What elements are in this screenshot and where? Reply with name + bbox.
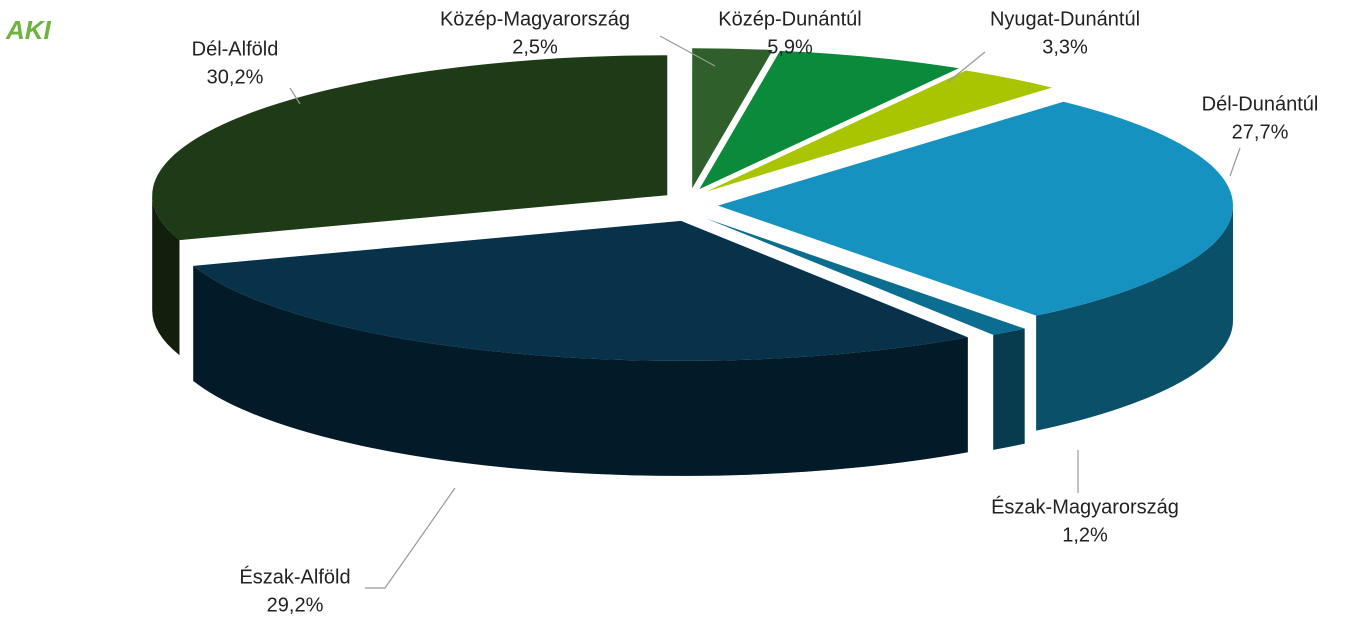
slice <box>692 48 773 189</box>
value-label: 2,5% <box>512 36 558 58</box>
value-label: 5,9% <box>767 36 813 58</box>
slice-side <box>193 265 968 476</box>
category-label: Dél-Dunántúl <box>1202 93 1319 115</box>
category-label: Észak-Alföld <box>239 565 350 588</box>
category-label: Észak-Magyarország <box>991 495 1179 518</box>
slice-side-shade <box>1036 205 1233 431</box>
leader-line <box>289 87 301 105</box>
logo: AKI <box>5 15 52 45</box>
category-label: Dél-Alföld <box>192 38 279 60</box>
slice <box>152 55 668 241</box>
category-label: Közép-Magyarország <box>440 8 630 30</box>
category-label: Nyugat-Dunántúl <box>990 8 1140 30</box>
category-label: Közép-Dunántúl <box>718 8 861 30</box>
leader-line <box>947 51 986 83</box>
slice <box>699 50 959 190</box>
slice <box>706 70 1052 192</box>
slice <box>717 101 1233 316</box>
slice-side <box>993 328 1025 450</box>
leader-line <box>365 487 456 589</box>
value-label: 29,2% <box>267 594 324 616</box>
leader-line <box>659 35 716 67</box>
value-label: 3,3% <box>1042 36 1088 58</box>
value-label: 30,2% <box>207 66 264 88</box>
value-label: 27,7% <box>1232 121 1289 143</box>
slice-side-shade <box>193 265 968 476</box>
slice-side-shade <box>152 195 180 356</box>
slice <box>706 218 1025 335</box>
leader-line <box>1229 147 1241 177</box>
slice <box>193 220 968 361</box>
value-label: 1,2% <box>1062 524 1108 546</box>
slice-side <box>152 195 180 356</box>
slice-side <box>1036 205 1233 431</box>
slice-side-shade <box>993 328 1025 450</box>
